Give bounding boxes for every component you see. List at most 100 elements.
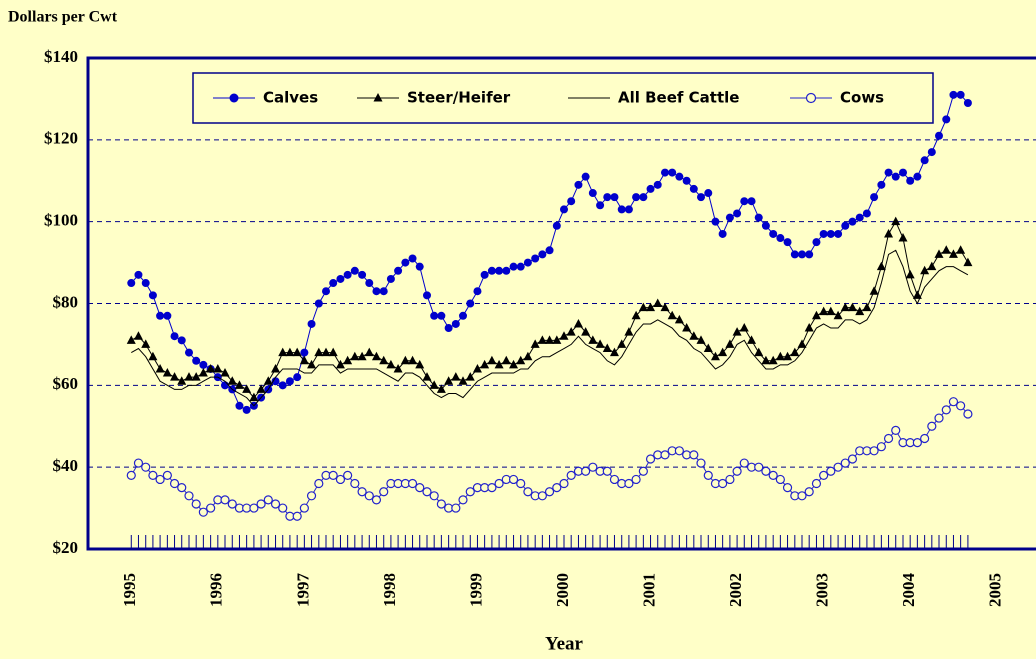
point (372, 287, 381, 296)
point (935, 131, 944, 140)
point (285, 377, 294, 386)
point (343, 470, 353, 480)
x-tick-label: 2001 (639, 573, 658, 607)
point (920, 433, 930, 444)
point (710, 351, 720, 361)
point (826, 229, 835, 238)
point (812, 238, 821, 247)
point (740, 197, 749, 206)
point (768, 470, 778, 480)
point (883, 433, 894, 444)
point (581, 327, 591, 336)
point (141, 279, 150, 288)
point (581, 466, 591, 476)
point (841, 221, 850, 230)
point (645, 454, 656, 464)
plot-frame (86, 56, 1036, 551)
point (429, 491, 439, 501)
point (220, 495, 230, 505)
point (703, 343, 713, 353)
point (963, 257, 973, 267)
point (674, 314, 684, 324)
series (131, 249, 969, 407)
y-tick-label: $80 (53, 292, 79, 311)
point (487, 266, 496, 275)
point (927, 261, 937, 271)
x-tick-label: 2004 (899, 573, 918, 608)
point (545, 335, 555, 344)
point (133, 458, 144, 468)
legend-label: Steer/Heifer (407, 89, 511, 107)
point (256, 384, 266, 393)
point (299, 503, 309, 513)
point (502, 266, 511, 275)
point (805, 250, 814, 259)
point (300, 348, 309, 357)
point (307, 359, 317, 369)
point (459, 311, 468, 320)
point (271, 363, 281, 373)
x-tick-label: 2000 (553, 573, 572, 607)
point (920, 265, 930, 275)
point (617, 339, 627, 348)
point (278, 503, 288, 513)
point (177, 376, 187, 385)
point (198, 507, 208, 517)
point (466, 299, 475, 308)
point (544, 487, 555, 497)
legend-label: All Beef Cattle (618, 89, 739, 107)
point (235, 401, 244, 410)
point (234, 380, 244, 389)
point (278, 381, 287, 390)
point (437, 311, 446, 320)
point (169, 478, 180, 489)
point (725, 474, 735, 485)
point (927, 421, 937, 431)
point (508, 474, 519, 485)
point (703, 470, 713, 480)
x-tick-label: 2005 (986, 573, 1005, 607)
y-tick-label: $60 (53, 374, 79, 393)
point (227, 499, 237, 509)
point (148, 351, 158, 361)
point (834, 229, 843, 238)
point (191, 499, 201, 509)
point (213, 363, 223, 373)
point (307, 319, 316, 328)
point (689, 331, 699, 340)
point (170, 372, 180, 381)
point (358, 270, 367, 279)
point (292, 347, 302, 357)
point (293, 373, 302, 382)
point (472, 363, 482, 373)
point (545, 246, 554, 255)
point (876, 261, 886, 271)
point (177, 483, 187, 493)
point (451, 503, 461, 513)
point (826, 466, 836, 476)
point (603, 193, 612, 202)
point (588, 189, 597, 198)
point (776, 234, 785, 243)
point (891, 172, 900, 181)
point (148, 470, 158, 480)
point (422, 487, 432, 497)
point (126, 335, 136, 344)
point (134, 270, 143, 279)
point (934, 413, 944, 423)
point (783, 238, 792, 247)
point (761, 221, 770, 230)
point (552, 483, 562, 493)
point (870, 193, 879, 202)
point (638, 302, 648, 312)
point (523, 351, 533, 361)
y-tick-label: $40 (53, 456, 79, 475)
point (624, 327, 634, 336)
point (537, 491, 547, 501)
point (747, 197, 756, 206)
x-axis-label: Year (545, 633, 584, 654)
point (523, 487, 533, 497)
point (343, 270, 352, 279)
point (913, 172, 922, 181)
point (912, 290, 922, 299)
